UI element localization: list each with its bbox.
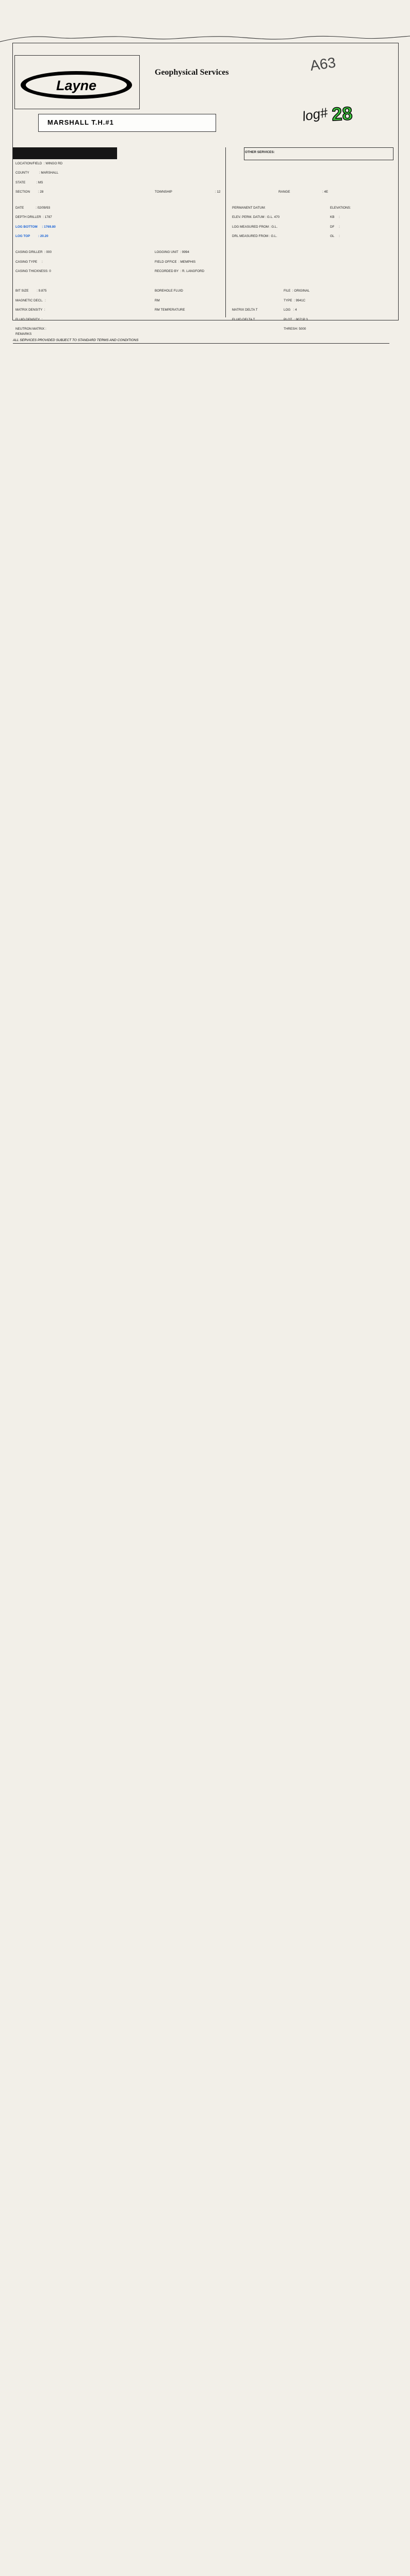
svg-text:A63: A63	[309, 54, 337, 74]
svg-text:log#: log#	[302, 105, 329, 124]
svg-text:28: 28	[331, 103, 353, 125]
svg-text:Layne: Layne	[56, 78, 96, 93]
